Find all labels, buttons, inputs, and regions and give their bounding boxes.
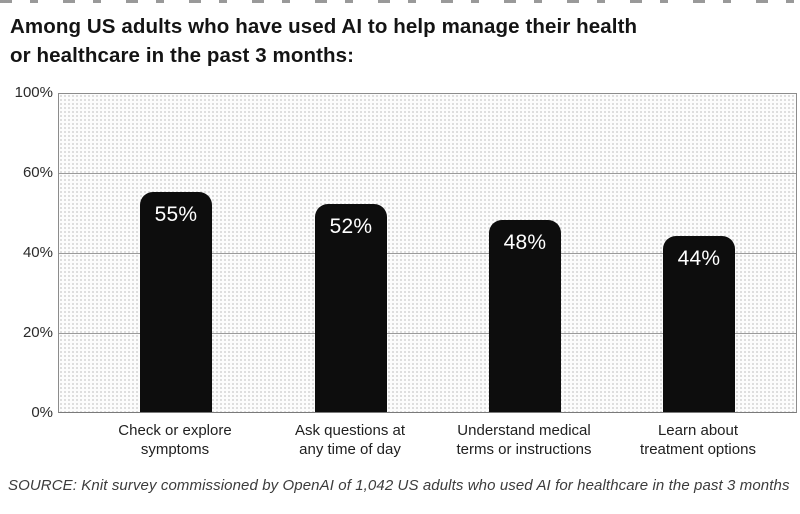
x-category-label-line: any time of day [299, 441, 401, 458]
bar-value-label: 52% [329, 215, 373, 238]
y-tick-label: 20% [22, 324, 53, 341]
x-category-label-line: Check or explore [118, 422, 232, 439]
bar-4: 44% [663, 236, 735, 412]
cropped-text-artifact-strip [0, 0, 800, 3]
x-category-label-line: treatment options [640, 441, 756, 458]
bar-value-label: 48% [503, 231, 547, 254]
y-axis-labels: 0% 20% 40% 60% 100% [0, 0, 53, 514]
bar-value-label: 44% [677, 247, 721, 270]
gridline [59, 253, 796, 254]
x-category-label: Understand medical terms or instructions [432, 421, 616, 459]
bar-1: 55% [140, 192, 212, 412]
source-attribution: SOURCE: Knit survey commissioned by Open… [8, 477, 790, 494]
x-category-label-line: Ask questions at [294, 422, 406, 439]
y-tick-label: 100% [14, 84, 53, 101]
gridline [59, 173, 796, 174]
x-category-label-line: Learn about [657, 422, 739, 439]
x-category-label: Check or explore symptoms [83, 421, 267, 459]
y-tick-label: 0% [31, 404, 53, 421]
bar-2: 52% [315, 204, 387, 412]
chart-title-line2: or healthcare in the past 3 months: [10, 44, 355, 67]
chart-title-line1: Among US adults who have used AI to help… [10, 15, 638, 38]
chart-title: Among US adults who have used AI to help… [10, 12, 710, 70]
gridline [59, 333, 796, 334]
x-category-label: Learn about treatment options [606, 421, 790, 459]
x-category-label-line: symptoms [140, 441, 210, 458]
x-category-label: Ask questions at any time of day [258, 421, 442, 459]
y-tick-label: 40% [22, 244, 53, 261]
plot-area: 55% 52% 48% 44% [58, 93, 797, 413]
y-tick-label: 60% [22, 164, 53, 181]
x-category-label-line: terms or instructions [456, 441, 592, 458]
x-category-label-line: Understand medical [457, 422, 591, 439]
bar-3: 48% [489, 220, 561, 412]
bar-value-label: 55% [154, 203, 198, 226]
